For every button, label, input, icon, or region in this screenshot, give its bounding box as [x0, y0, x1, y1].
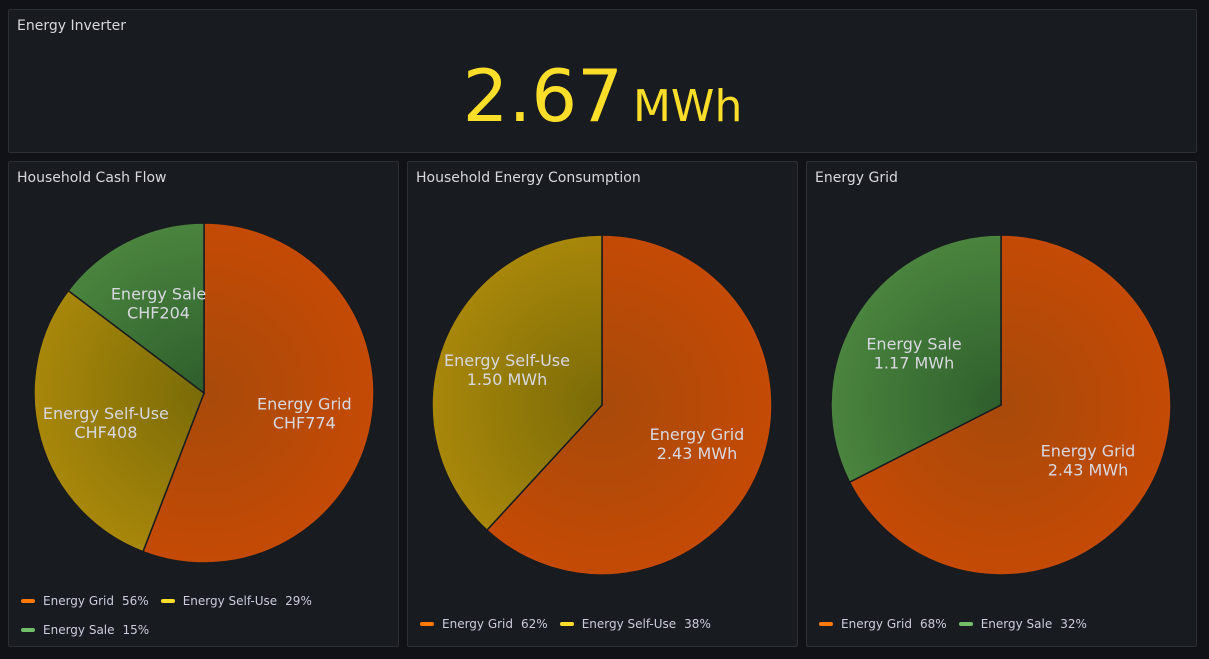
- pie-slice-energy-grid[interactable]: [142, 222, 375, 564]
- pie-label-energy-self-use: Energy Self-Use CHF408: [43, 404, 169, 442]
- legend-swatch: [958, 621, 973, 626]
- legend-swatch: [819, 621, 833, 626]
- pie-slice-energy-self-use[interactable]: [431, 234, 603, 532]
- household-cash-flow-panel: Household Cash Flow Energy Grid CHF774 Ene…: [8, 161, 399, 647]
- legend-percent: 56%: [122, 593, 149, 608]
- legend-item-energy-grid[interactable]: Energy Grid 62%: [420, 615, 548, 632]
- legend-swatch: [21, 598, 35, 603]
- legend-percent: 32%: [1060, 616, 1087, 631]
- legend-item-energy-self-use[interactable]: Energy Self-Use 29%: [160, 592, 312, 609]
- household-energy-consumption-panel: Household Energy Consumption Energy Grid…: [407, 161, 798, 647]
- pie-chart: Energy Grid CHF774 Energy Self-Use CHF408 En…: [33, 222, 375, 564]
- energy-inverter-panel: Energy Inverter 2.67 MWh: [8, 9, 1197, 153]
- pie-slice-energy-self-use[interactable]: [33, 289, 205, 553]
- pie-slice-energy-grid[interactable]: [485, 234, 773, 576]
- pie-chart: Energy Grid 2.43 MWh Energy Sale 1.17 MWh: [830, 234, 1172, 576]
- pie-label-energy-sale: Energy Sale 1.17 MWh: [866, 335, 961, 373]
- legend-label: Energy Grid: [841, 616, 913, 631]
- pie-slice-energy-sale[interactable]: [830, 234, 1002, 484]
- legend-item-energy-grid[interactable]: Energy Grid 68%: [819, 615, 947, 632]
- legend-label: Energy Sale: [43, 622, 115, 637]
- legend-label: Energy Self-Use: [182, 593, 278, 608]
- legend-item-energy-grid[interactable]: Energy Grid 56%: [21, 592, 149, 609]
- legend-percent: 38%: [684, 616, 711, 631]
- legend-item-energy-self-use[interactable]: Energy Self-Use 38%: [559, 615, 711, 632]
- panel-title[interactable]: Household Energy Consumption: [416, 170, 641, 186]
- legend-item-energy-sale[interactable]: Energy Sale 15%: [21, 621, 149, 638]
- panel-title[interactable]: Energy Inverter: [17, 18, 126, 34]
- legend-swatch: [160, 598, 175, 603]
- legend-percent: 15%: [122, 622, 150, 637]
- pie-label-energy-grid: Energy Grid 2.43 MWh: [650, 425, 745, 463]
- stat-number: 2.67: [462, 54, 623, 138]
- pie-label-energy-grid: Energy Grid 2.43 MWh: [1041, 441, 1136, 479]
- pie-slice-energy-sale[interactable]: [67, 222, 205, 395]
- energy-grid-panel: Energy Grid Energy Grid 2.43 MWh Energy Sa…: [806, 161, 1197, 647]
- legend: Energy Grid 68% Energy Sale 32%: [819, 615, 1188, 632]
- legend-swatch: [420, 621, 434, 626]
- legend-percent: 29%: [285, 593, 312, 608]
- pie-label-energy-sale: Energy Sale CHF204: [111, 285, 206, 323]
- legend-label: Energy Sale: [980, 616, 1053, 631]
- legend-label: Energy Self-Use: [581, 616, 677, 631]
- legend-label: Energy Grid: [43, 593, 115, 608]
- legend-label: Energy Grid: [442, 616, 514, 631]
- legend: Energy Grid 56% Energy Self-Use 29% Energy S…: [21, 592, 390, 638]
- legend-swatch: [559, 621, 574, 626]
- pie-chart: Energy Grid 2.43 MWh Energy Self-Use 1.50 M…: [431, 234, 773, 576]
- stat-unit: MWh: [632, 81, 743, 132]
- legend-percent: 68%: [920, 616, 947, 631]
- stat-value: 2.67 MWh: [9, 56, 1196, 136]
- panel-title[interactable]: Household Cash Flow: [17, 170, 167, 186]
- pie-label-energy-grid: Energy Grid CHF774: [257, 395, 352, 433]
- legend-percent: 62%: [521, 616, 548, 631]
- panel-title[interactable]: Energy Grid: [815, 170, 898, 186]
- pie-label-energy-self-use: Energy Self-Use 1.50 MWh: [444, 351, 570, 389]
- legend: Energy Grid 62% Energy Self-Use 38%: [420, 615, 789, 632]
- legend-swatch: [21, 627, 35, 632]
- legend-item-energy-sale[interactable]: Energy Sale 32%: [958, 615, 1087, 632]
- pie-slice-energy-grid[interactable]: [848, 234, 1172, 576]
